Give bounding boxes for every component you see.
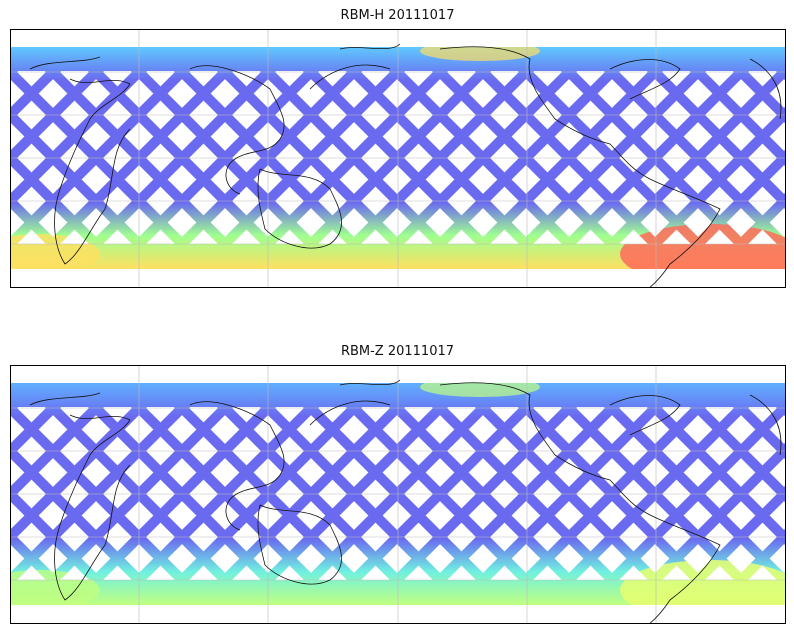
coastlines: [29, 379, 782, 624]
axes-frame: [10, 29, 786, 288]
coastlines: [29, 43, 782, 288]
map-panel-rbm-z: [10, 365, 786, 624]
gridlines: [10, 29, 786, 288]
gridlines: [10, 365, 786, 624]
panel-title-rbm-z: RBM-Z 20111017: [340, 344, 455, 359]
map-panel-rbm-h: [10, 29, 786, 288]
axes-frame: [10, 365, 786, 624]
panel-title-rbm-h: RBM-H 20111017: [340, 8, 455, 23]
